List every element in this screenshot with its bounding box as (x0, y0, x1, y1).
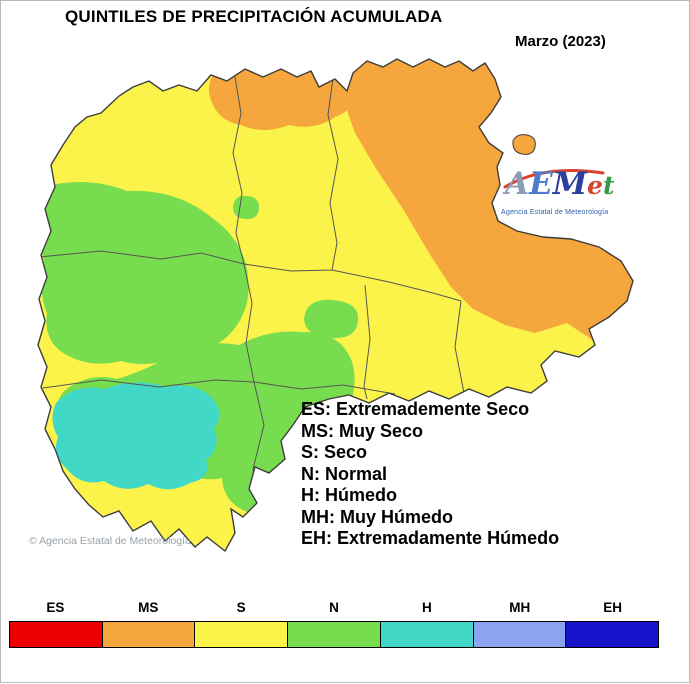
colorbar-label-es: ES (46, 600, 65, 615)
logo-letter-t: t (602, 171, 615, 200)
trevino-enclave (512, 134, 536, 155)
colorbar-segment-n (288, 622, 381, 647)
logo-swoosh-icon (503, 168, 605, 189)
legend-entry-ms: MS: Muy Seco (301, 420, 424, 441)
legend-entry-n: N: Normal (301, 463, 388, 484)
aemet-logo-letters: AEMet (505, 169, 615, 200)
map-copyright: © Agencia Estatal de Meteorología (29, 535, 191, 547)
date-label: Marzo (2023) (515, 33, 606, 50)
logo-letter-e2: e (587, 171, 603, 200)
legend-entry-eh: EH: Extremadamente Húmedo (301, 528, 560, 548)
overlay-normal-north-dot (233, 195, 260, 220)
colorbar-segment-eh (566, 622, 659, 647)
colorbar-segment-h (380, 622, 474, 647)
colorbar-label-mh: MH (509, 600, 531, 615)
legend-entry-h: H: Húmedo (301, 485, 397, 505)
colorbar-label-n: N (329, 600, 339, 615)
aemet-tagline: Agencia Estatal de Meteorología (501, 209, 609, 216)
province-borders (38, 70, 465, 510)
logo-letter-a: A (505, 166, 530, 202)
colorbar-segment-ms (102, 622, 196, 647)
colorbar-segment-s (195, 622, 289, 647)
colorbar-segment-mh (473, 622, 567, 647)
logo-letter-m: M (552, 166, 588, 202)
quantile-legend: ES: Extremademente Seco MS: Muy Seco S: … (301, 399, 559, 550)
colorbar-labels: ES MS S N H MH EH (9, 600, 659, 615)
legend-entry-es: ES: Extremademente Seco (301, 399, 530, 419)
overlay-humid-southwest (52, 382, 220, 490)
colorbar-label-h: H (421, 600, 432, 615)
overlay-normal-central-lobe (304, 299, 359, 339)
region-outline (37, 58, 634, 553)
legend-entry-s: S: Seco (301, 442, 368, 462)
legend-entry-mh: MH: Muy Húmedo (301, 506, 453, 527)
logo-letter-e: E (529, 166, 553, 202)
colorbar-label-eh: EH (603, 600, 622, 615)
quantile-colorbar (9, 621, 659, 648)
colorbar-label-ms: MS (138, 600, 159, 615)
overlay-normal-west (38, 182, 249, 365)
aemet-logo: AEMet Agencia Estatal de Meteorología (499, 163, 639, 235)
colorbar-segment-es (10, 622, 103, 647)
colorbar-label-s: S (236, 600, 246, 615)
page-title: QUINTILES DE PRECIPITACIÓN ACUMULADA (65, 7, 443, 26)
